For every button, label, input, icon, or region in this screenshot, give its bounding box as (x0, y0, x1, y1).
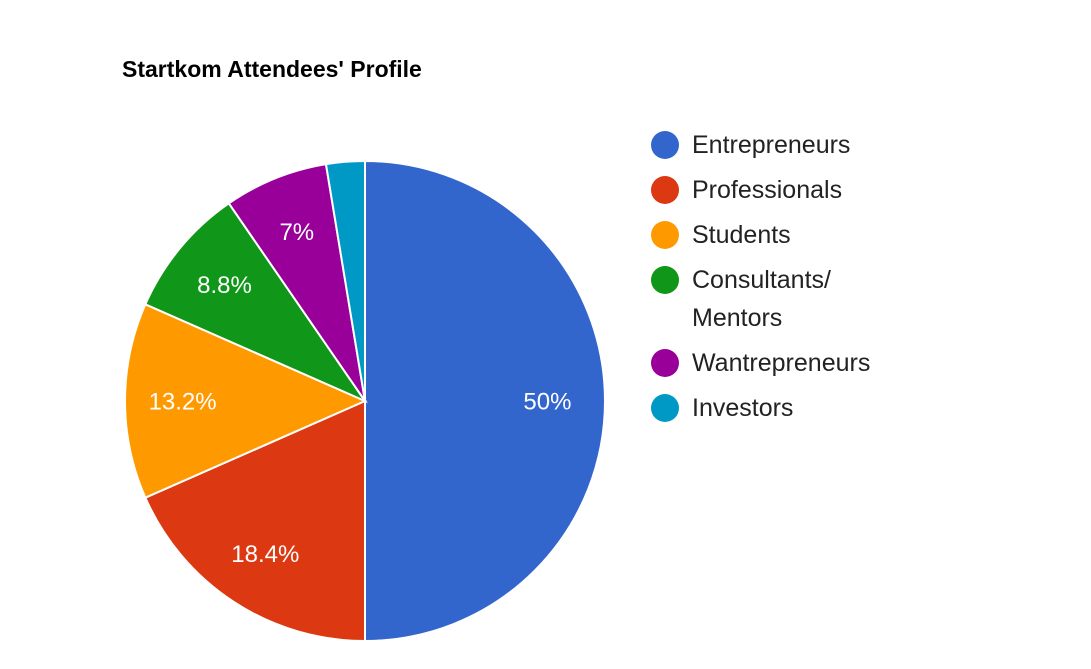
legend-swatch (651, 266, 679, 294)
legend-swatch (651, 349, 679, 377)
legend-swatch (651, 131, 679, 159)
legend-label: Consultants/ Mentors (692, 266, 831, 332)
slice-label: 7% (279, 219, 314, 246)
pie-slice (144, 201, 368, 404)
legend-label: Investors (692, 394, 794, 422)
legend-swatch (651, 221, 679, 249)
legend-item: Entrepreneurs (650, 126, 865, 164)
slice-label: 18.4% (231, 541, 299, 568)
chart-title: Startkom Attendees' Profile (122, 56, 422, 82)
legend-label: Wantrepreneurs (692, 349, 871, 377)
legend-label: Professionals (692, 176, 843, 204)
legend: Entrepreneurs Professionals Students Consul… (650, 126, 870, 434)
pie-slice (364, 159, 606, 643)
legend-item: Professionals (650, 171, 865, 209)
legend-swatch (651, 394, 679, 422)
legend-label: Students (692, 221, 791, 249)
pie-slice (144, 399, 366, 643)
slice-label: 8.8% (197, 272, 252, 299)
legend-item: Students (650, 216, 865, 254)
pie-slice (227, 163, 366, 402)
slice-label: 13.2% (149, 388, 217, 415)
pie-slice (324, 159, 366, 402)
pie-slice (124, 302, 368, 500)
legend-item: Wantrepreneurs (650, 344, 870, 382)
slice-label: 50% (523, 388, 571, 415)
legend-item: Investors (650, 389, 865, 427)
legend-swatch (651, 176, 679, 204)
legend-item: Consultants/ Mentors (650, 261, 865, 337)
legend-label: Entrepreneurs (692, 131, 851, 159)
